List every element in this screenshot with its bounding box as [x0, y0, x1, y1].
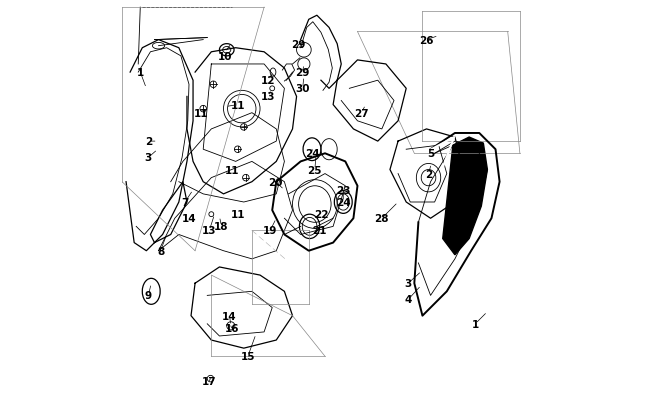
Text: 27: 27 [354, 109, 369, 118]
Text: 1: 1 [472, 319, 479, 329]
Text: 3: 3 [145, 153, 152, 163]
Text: 21: 21 [311, 226, 326, 236]
Text: 29: 29 [291, 40, 305, 49]
Text: 10: 10 [218, 52, 233, 62]
Text: 12: 12 [261, 76, 276, 86]
Text: 30: 30 [295, 84, 310, 94]
Text: 14: 14 [182, 214, 196, 224]
Text: 14: 14 [222, 311, 237, 321]
Text: 24: 24 [336, 198, 350, 207]
Text: 29: 29 [296, 68, 310, 78]
Text: 2: 2 [425, 169, 432, 179]
Text: 24: 24 [306, 149, 320, 159]
Text: 26: 26 [419, 36, 434, 45]
Text: 11: 11 [224, 165, 239, 175]
Text: 9: 9 [145, 291, 152, 301]
Text: 6: 6 [456, 210, 463, 220]
Text: 1: 1 [136, 68, 144, 78]
Text: 8: 8 [157, 246, 164, 256]
Text: 25: 25 [307, 165, 322, 175]
Text: 7: 7 [181, 198, 188, 207]
Text: 2: 2 [145, 137, 152, 147]
Polygon shape [443, 138, 488, 255]
Text: 28: 28 [374, 214, 389, 224]
Text: 23: 23 [336, 185, 350, 195]
Text: 16: 16 [224, 323, 239, 333]
Text: 22: 22 [314, 210, 328, 220]
Text: 15: 15 [240, 352, 255, 361]
Text: 3: 3 [404, 279, 412, 288]
Text: 11: 11 [231, 210, 245, 220]
Text: 13: 13 [261, 92, 276, 102]
Text: 11: 11 [194, 109, 209, 118]
Text: 18: 18 [214, 222, 229, 232]
Text: 4: 4 [404, 295, 412, 305]
Text: 5: 5 [427, 149, 434, 159]
Text: 13: 13 [202, 226, 216, 236]
Text: 17: 17 [202, 376, 216, 386]
Text: 11: 11 [231, 100, 245, 110]
Text: 20: 20 [268, 177, 283, 187]
Text: 19: 19 [263, 226, 278, 236]
Text: ARCIIC: ARCIIC [437, 241, 450, 262]
